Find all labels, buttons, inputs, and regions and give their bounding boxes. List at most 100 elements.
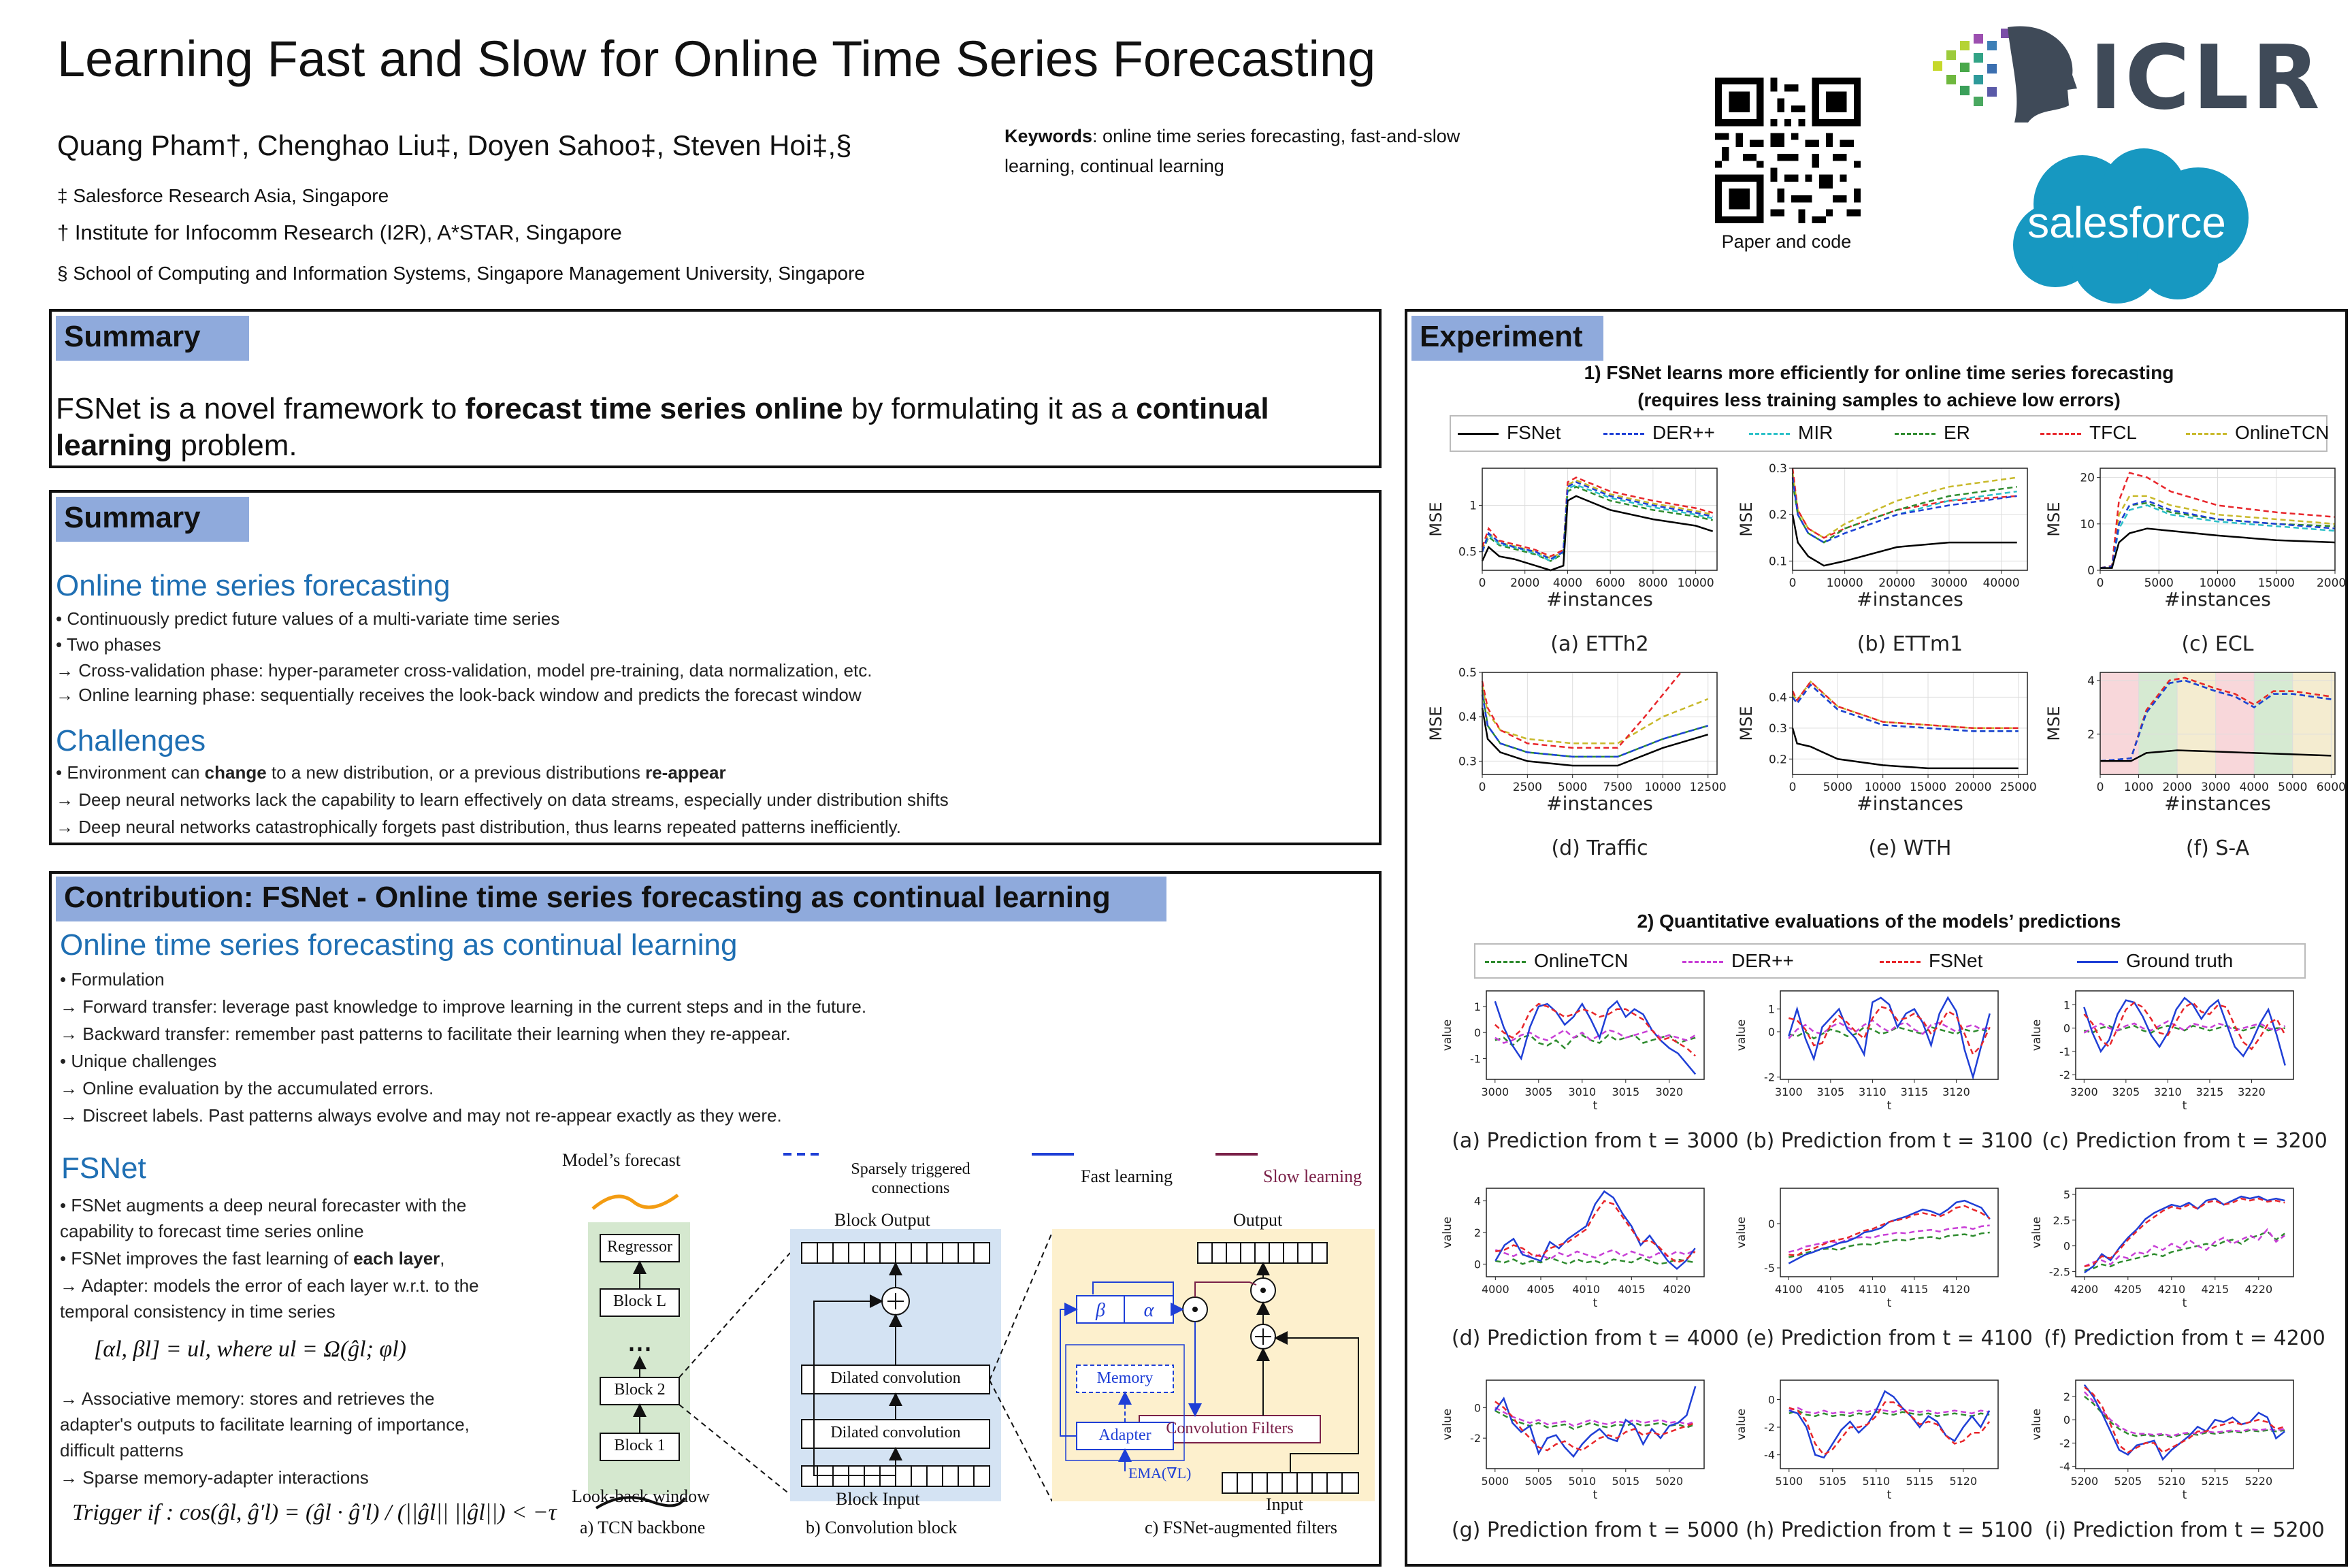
legend-swatch xyxy=(2186,433,2227,436)
experiment-heading-1b: (requires less training samples to achie… xyxy=(1637,389,2121,410)
x-tick-label: 5000 xyxy=(1481,1475,1509,1488)
x-axis-label: t xyxy=(1887,1488,1892,1502)
y-axis-label: value xyxy=(2030,1217,2044,1248)
sparse-label: Sparsely triggered connections xyxy=(851,1160,970,1197)
y-tick-label: 4 xyxy=(2087,674,2095,688)
series-line-onlinetcn xyxy=(1791,680,2019,730)
series-line-onlinetcn xyxy=(1788,1231,1990,1258)
series-line-er xyxy=(1791,482,2017,544)
x-tick-label: 5000 xyxy=(2278,781,2307,794)
x-tick-label: 3220 xyxy=(2238,1085,2266,1098)
legend-label: DER++ xyxy=(1731,950,1794,971)
x-tick-label: 2500 xyxy=(1513,781,1542,794)
x-tick-label: 4010 xyxy=(1572,1283,1600,1296)
y-axis-label: MSE xyxy=(1737,502,1756,536)
y-axis-label: value xyxy=(1735,1217,1748,1248)
beta-label: β xyxy=(1096,1300,1105,1321)
chart-caption: (b) ETTm1 xyxy=(1857,632,1963,656)
x-tick-label: 3120 xyxy=(1942,1085,1970,1098)
summary-text-part: by formulating it as a xyxy=(843,392,1137,425)
x-tick-label: 3215 xyxy=(2196,1085,2224,1098)
x-tick-label: 5000 xyxy=(1558,781,1587,794)
series-line-onlinetcn xyxy=(1791,472,2017,539)
x-tick-label: 5005 xyxy=(1524,1475,1552,1488)
y-tick-label: 0 xyxy=(2063,1240,2070,1253)
bullet: • Environment can change to a new distri… xyxy=(56,762,726,783)
x-tick-label: 4110 xyxy=(1859,1283,1886,1296)
section-heading: Challenges xyxy=(56,724,206,757)
keywords-text: : online time series forecasting, fast-a… xyxy=(1004,126,1460,176)
y-axis-label: MSE xyxy=(1426,706,1446,740)
x-tick-label: 0 xyxy=(1789,576,1797,590)
contribution-panel: Contribution: FSNet - Online time series… xyxy=(49,871,1382,1567)
x-tick-label: 5000 xyxy=(1823,781,1852,794)
bullet-text: to a new distribution, or a previous dis… xyxy=(266,762,646,783)
chart: 0.5 1 0 2000 4000 6000 8000 10000 #instances MSE (… xyxy=(1426,468,1718,656)
x-tick-label: 5020 xyxy=(1655,1475,1683,1488)
x-tick-label: 5010 xyxy=(1568,1475,1596,1488)
regime-band xyxy=(2138,672,2178,774)
legend-methods: FSNet DER++ MIR ER TFCL OnlineTCN xyxy=(1450,415,2329,452)
y-tick-label: 0 xyxy=(1474,1401,1481,1414)
plot-frame xyxy=(2075,1379,2294,1469)
legend-swatch xyxy=(1682,961,1723,964)
series-line-onlinetcn xyxy=(1788,1026,1991,1040)
section-heading: Online time series forecasting as contin… xyxy=(60,928,738,962)
chart-caption: (b) Prediction from t = 3100 xyxy=(1746,1129,2033,1153)
y-tick-label: 1 xyxy=(1474,1000,1481,1013)
x-tick-label: 10000 xyxy=(2199,576,2236,590)
y-tick-label: 0 xyxy=(2063,1022,2070,1035)
legend-swatch xyxy=(1880,961,1921,964)
series-line-fsnet xyxy=(2100,527,2336,569)
bullet: → Discreet labels. Past patterns always … xyxy=(60,1105,782,1126)
lookback-label: Look-back window xyxy=(572,1486,710,1506)
ema-label: EMA(∇L) xyxy=(1128,1465,1192,1482)
series-line-fsnet xyxy=(2084,1197,2285,1268)
bullet: → Forward transfer: leverage past knowle… xyxy=(60,996,867,1017)
x-axis-label: #instances xyxy=(2164,792,2271,815)
series-line-der++ xyxy=(1788,1407,1990,1415)
y-tick-label: -2 xyxy=(1764,1071,1775,1084)
equation-adapter: [αl, βl] = ul, where ul = Ω(ĝl; φl) xyxy=(94,1337,406,1362)
x-tick-label: 4005 xyxy=(1527,1283,1555,1296)
series-line-der++ xyxy=(2084,1228,2285,1268)
caption-a: a) TCN backbone xyxy=(580,1518,706,1537)
chart-caption: (i) Prediction from t = 5200 xyxy=(2044,1518,2325,1542)
chart: -2 0 1 3100 3105 3110 3115 3120 t value (b) Predic… xyxy=(1735,990,2033,1153)
chart-caption: (g) Prediction from t = 5000 xyxy=(1452,1518,1739,1542)
legend-item: FSNet xyxy=(1458,422,1561,444)
x-tick-label: 4200 xyxy=(2070,1283,2098,1296)
salesforce-logo: salesforce xyxy=(2001,143,2253,306)
qr-code-icon[interactable] xyxy=(1715,78,1861,223)
summary-panel: Summary FSNet is a novel framework to fo… xyxy=(49,309,1382,468)
y-tick-label: 0.3 xyxy=(1769,462,1787,476)
y-tick-label: -4 xyxy=(1764,1449,1775,1462)
regime-band xyxy=(2177,672,2216,774)
series-line-der++ xyxy=(2083,1020,2286,1034)
y-tick-label: -2 xyxy=(1764,1421,1775,1434)
series-line-der++ xyxy=(1791,477,2017,544)
caption-c: c) FSNet-augmented filters xyxy=(1145,1518,1338,1537)
series-line-groundtruth xyxy=(1494,1000,1697,1075)
regime-band xyxy=(2100,672,2139,774)
bullet-bold: re-appear xyxy=(645,762,726,783)
x-tick-label: 4000 xyxy=(1482,1283,1509,1296)
y-tick-label: 0 xyxy=(1768,1026,1775,1039)
x-tick-label: 0 xyxy=(1789,781,1797,794)
y-tick-label: 0.4 xyxy=(1458,710,1477,724)
x-tick-label: 4000 xyxy=(1553,576,1582,590)
chart: 0.1 0.2 0.3 0 10000 20000 30000 40000 #instances… xyxy=(1737,462,2028,656)
bullet: difficult patterns xyxy=(60,1440,184,1460)
bullet-bold: change xyxy=(204,762,267,783)
experiment-charts: 0.510 2000 4000 6000 8000 10000#instancesMSE(… xyxy=(1426,462,2345,1542)
y-tick-label: -1 xyxy=(2059,1045,2070,1058)
equation-trigger: Trigger if : cos(ĝl, ĝ′l) = (ĝl · ĝ′l) /… xyxy=(72,1500,557,1525)
section-heading: Online time series forecasting xyxy=(56,569,451,602)
legend-swatch xyxy=(2077,961,2118,964)
x-tick-label: 3020 xyxy=(1655,1085,1683,1098)
x-tick-label: 8000 xyxy=(1638,576,1667,590)
chart: -2.5 0 2.5 5 4200 4205 4210 4215 4220 t value (f) P… xyxy=(2030,1188,2325,1350)
chart-caption: (d) Prediction from t = 4000 xyxy=(1452,1326,1739,1350)
bullet-text: , xyxy=(440,1248,445,1269)
y-tick-label: -2 xyxy=(2059,1437,2070,1450)
